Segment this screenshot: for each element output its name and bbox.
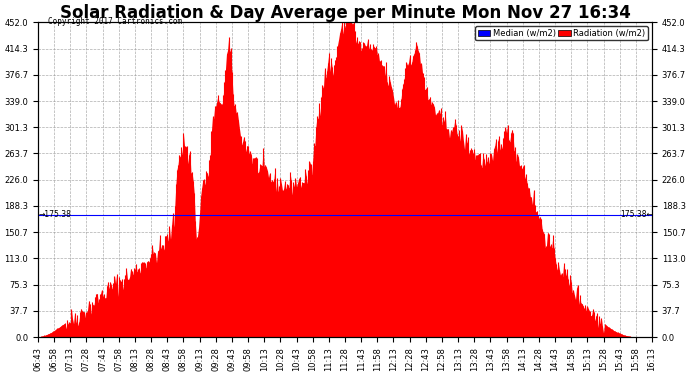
Legend: Median (w/m2), Radiation (w/m2): Median (w/m2), Radiation (w/m2) (475, 27, 648, 40)
Text: →175.38: →175.38 (39, 210, 72, 219)
Text: Copyright 2017 Cartronics.com: Copyright 2017 Cartronics.com (48, 17, 182, 26)
Text: 175.38←: 175.38← (620, 210, 653, 219)
Title: Solar Radiation & Day Average per Minute Mon Nov 27 16:34: Solar Radiation & Day Average per Minute… (59, 4, 631, 22)
